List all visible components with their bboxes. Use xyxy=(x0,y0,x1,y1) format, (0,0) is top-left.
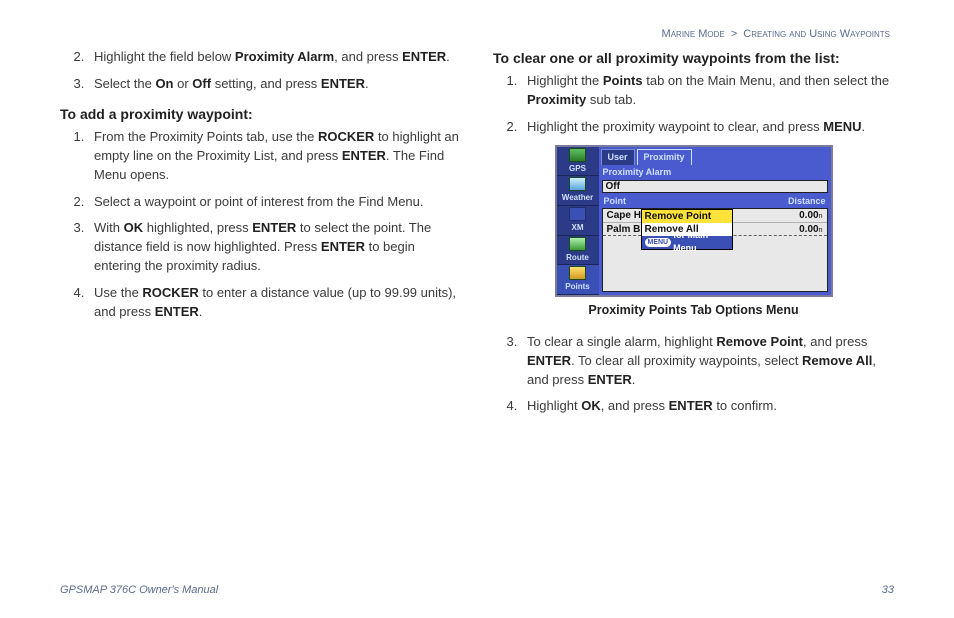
sidebar-tab-route[interactable]: Route xyxy=(557,236,599,266)
proximity-alarm-label: Proximity Alarm xyxy=(599,165,831,180)
footer-title: GPSMAP 376C Owner's Manual xyxy=(60,584,218,596)
device-sidebar: GPS Weather XM Route Points xyxy=(557,147,599,295)
device-top-tabs: User Proximity xyxy=(599,147,831,165)
points-icon xyxy=(569,266,586,280)
right-column: To clear one or all proximity waypoints … xyxy=(493,48,894,424)
left-column: Highlight the field below Proximity Alar… xyxy=(60,48,461,424)
breadcrumb-section: Marine Mode xyxy=(662,28,725,40)
list-item: Select a waypoint or point of interest f… xyxy=(88,193,461,212)
device-screenshot: GPS Weather XM Route Points User Proximi… xyxy=(555,145,833,297)
list-item: To clear a single alarm, highlight Remov… xyxy=(521,333,894,390)
tab-proximity[interactable]: Proximity xyxy=(637,149,692,165)
device-screen: User Proximity Proximity Alarm Off Point… xyxy=(599,147,831,295)
figure-caption: Proximity Points Tab Options Menu xyxy=(493,301,894,319)
list-header: Point Distance xyxy=(599,195,831,208)
sidebar-tab-gps[interactable]: GPS xyxy=(557,147,599,177)
list-item: From the Proximity Points tab, use the R… xyxy=(88,128,461,185)
list-item: With OK highlighted, press ENTER to sele… xyxy=(88,219,461,276)
footer-page-number: 33 xyxy=(882,584,894,596)
figure-proximity-menu: GPS Weather XM Route Points User Proximi… xyxy=(493,145,894,319)
list-item: Highlight OK, and press ENTER to confirm… xyxy=(521,397,894,416)
sidebar-tab-points[interactable]: Points xyxy=(557,265,599,295)
col-distance: Distance xyxy=(788,195,826,208)
proximity-alarm-field[interactable]: Off xyxy=(602,180,828,193)
heading-clear-waypoints: To clear one or all proximity waypoints … xyxy=(493,48,894,68)
sidebar-tab-xm[interactable]: XM xyxy=(557,206,599,236)
list-item: Select the On or Off setting, and press … xyxy=(88,75,461,94)
continued-list: Highlight the field below Proximity Alar… xyxy=(60,48,461,94)
list-item: Highlight the field below Proximity Alar… xyxy=(88,48,461,67)
add-proximity-steps: From the Proximity Points tab, use the R… xyxy=(60,128,461,322)
breadcrumb: Marine Mode > Creating and Using Waypoin… xyxy=(60,28,894,40)
tab-user[interactable]: User xyxy=(601,149,635,165)
route-icon xyxy=(569,237,586,251)
proximity-list: Cape H 0.00n Palm B 0.00n Remove Point R… xyxy=(602,208,828,292)
heading-add-proximity: To add a proximity waypoint: xyxy=(60,104,461,124)
clear-steps-a: Highlight the Points tab on the Main Men… xyxy=(493,72,894,137)
weather-icon xyxy=(569,177,586,191)
page-footer: GPSMAP 376C Owner's Manual 33 xyxy=(60,584,894,596)
list-item: Highlight the Points tab on the Main Men… xyxy=(521,72,894,110)
list-item: Highlight the proximity waypoint to clea… xyxy=(521,118,894,137)
menu-button-icon: MENU xyxy=(645,238,672,247)
options-popup: Remove Point Remove All MENU for Main Me… xyxy=(641,209,733,250)
sidebar-tab-weather[interactable]: Weather xyxy=(557,176,599,206)
gps-icon xyxy=(569,148,586,162)
col-point: Point xyxy=(604,195,627,208)
breadcrumb-sep: > xyxy=(731,28,737,40)
breadcrumb-page: Creating and Using Waypoints xyxy=(743,28,890,40)
xm-icon xyxy=(569,207,586,221)
clear-steps-b: To clear a single alarm, highlight Remov… xyxy=(493,333,894,416)
list-item: Use the ROCKER to enter a distance value… xyxy=(88,284,461,322)
popup-remove-point[interactable]: Remove Point xyxy=(642,210,732,223)
popup-hint: MENU for Main Menu xyxy=(642,236,732,249)
